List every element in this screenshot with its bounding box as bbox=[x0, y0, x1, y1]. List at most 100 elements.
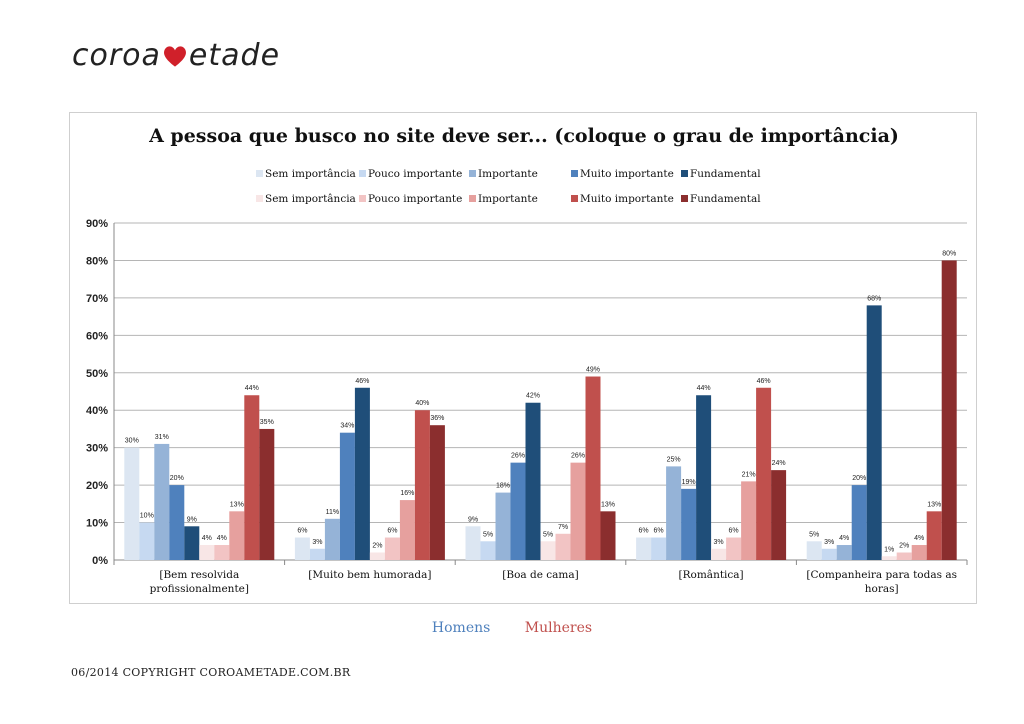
data-label: 36% bbox=[430, 415, 444, 422]
bar bbox=[681, 488, 697, 560]
data-label: 49% bbox=[586, 367, 600, 374]
y-tick-label: 20% bbox=[86, 480, 108, 492]
bar bbox=[926, 511, 942, 560]
logo-text-right: etade bbox=[188, 38, 281, 73]
data-label: 26% bbox=[511, 453, 525, 460]
bar bbox=[851, 485, 867, 560]
legend-entry: Sem importância bbox=[265, 168, 356, 180]
y-tick-label: 10% bbox=[86, 518, 108, 530]
data-label: 46% bbox=[757, 378, 771, 385]
bar bbox=[199, 545, 215, 560]
bar bbox=[525, 402, 541, 560]
coroametade-logo: coroa etade bbox=[72, 38, 280, 73]
data-label: 5% bbox=[543, 531, 553, 538]
legend-entry: Muito importante bbox=[580, 193, 674, 205]
bar bbox=[756, 387, 772, 560]
bar bbox=[465, 526, 481, 560]
legend-swatch bbox=[359, 170, 366, 177]
x-tick-label: [Bem resolvida bbox=[159, 569, 239, 581]
bar bbox=[399, 500, 415, 560]
data-label: 6% bbox=[654, 528, 664, 535]
data-label: 4% bbox=[202, 535, 212, 542]
bar bbox=[429, 425, 445, 560]
bar bbox=[309, 548, 325, 560]
data-label: 5% bbox=[809, 531, 819, 538]
bar bbox=[480, 541, 496, 560]
data-label: 40% bbox=[415, 400, 429, 407]
data-label: 13% bbox=[927, 501, 941, 508]
y-tick-label: 30% bbox=[86, 443, 108, 455]
legend-swatch bbox=[469, 195, 476, 202]
bar bbox=[711, 548, 727, 560]
y-tick-label: 0% bbox=[92, 555, 108, 567]
legend-swatch bbox=[681, 195, 688, 202]
data-label: 18% bbox=[496, 483, 510, 490]
data-label: 25% bbox=[667, 456, 681, 463]
x-tick-label: [Boa de cama] bbox=[502, 569, 578, 581]
bar bbox=[666, 466, 682, 560]
bar bbox=[696, 395, 712, 560]
bar-chart: Sem importância Pouco importante Important… bbox=[86, 168, 968, 595]
data-label: 13% bbox=[601, 501, 615, 508]
bar bbox=[570, 462, 586, 560]
y-tick-label: 90% bbox=[86, 218, 108, 230]
bar bbox=[324, 518, 340, 560]
legend-entry: Muito importante bbox=[580, 168, 674, 180]
bar bbox=[771, 470, 787, 560]
bar bbox=[585, 376, 601, 560]
data-label: 80% bbox=[942, 250, 956, 257]
heart-icon bbox=[163, 45, 186, 67]
bar bbox=[384, 537, 400, 560]
bar bbox=[139, 522, 155, 560]
data-label: 34% bbox=[340, 423, 354, 430]
legend-entry: Fundamental bbox=[690, 168, 761, 180]
data-label: 1% bbox=[884, 546, 894, 553]
legend-swatch bbox=[571, 170, 578, 177]
bar bbox=[354, 387, 370, 560]
legend-swatch bbox=[469, 170, 476, 177]
data-label: 3% bbox=[824, 539, 834, 546]
data-label: 10% bbox=[140, 513, 154, 520]
bar bbox=[169, 485, 185, 560]
data-label: 30% bbox=[125, 438, 139, 445]
bar bbox=[414, 410, 430, 560]
data-label: 7% bbox=[558, 524, 568, 531]
legend-swatch bbox=[256, 170, 263, 177]
data-label: 20% bbox=[170, 475, 184, 482]
bar bbox=[741, 481, 757, 560]
legend-swatch bbox=[359, 195, 366, 202]
group-legend: Homens Mulheres bbox=[0, 620, 1024, 636]
data-label: 3% bbox=[714, 539, 724, 546]
data-label: 5% bbox=[483, 531, 493, 538]
x-tick-label: [Companheira para todas as bbox=[806, 569, 957, 581]
data-label: 44% bbox=[245, 385, 259, 392]
homens-label: Homens bbox=[431, 620, 491, 636]
bar bbox=[184, 526, 200, 560]
data-label: 2% bbox=[372, 543, 382, 550]
bar bbox=[124, 447, 140, 560]
logo-text-left: coroa bbox=[72, 38, 161, 73]
bar bbox=[881, 556, 897, 560]
bar bbox=[555, 533, 571, 560]
bar bbox=[229, 511, 245, 560]
bar bbox=[259, 428, 275, 560]
legend-entry: Importante bbox=[478, 168, 538, 180]
legend-entry: Pouco importante bbox=[368, 193, 462, 205]
legend-entry: Pouco importante bbox=[368, 168, 462, 180]
bar bbox=[806, 541, 822, 560]
data-label: 6% bbox=[639, 528, 649, 535]
bar bbox=[600, 511, 616, 560]
data-label: 46% bbox=[355, 378, 369, 385]
x-tick-label: horas] bbox=[865, 583, 899, 595]
data-label: 21% bbox=[742, 471, 756, 478]
bar bbox=[294, 537, 310, 560]
data-label: 9% bbox=[468, 516, 478, 523]
data-label: 44% bbox=[697, 385, 711, 392]
legend-swatch bbox=[256, 195, 263, 202]
data-label: 42% bbox=[526, 393, 540, 400]
data-label: 26% bbox=[571, 453, 585, 460]
legend-entry: Sem importância bbox=[265, 193, 356, 205]
data-label: 31% bbox=[155, 434, 169, 441]
data-label: 35% bbox=[260, 419, 274, 426]
data-label: 24% bbox=[772, 460, 786, 467]
